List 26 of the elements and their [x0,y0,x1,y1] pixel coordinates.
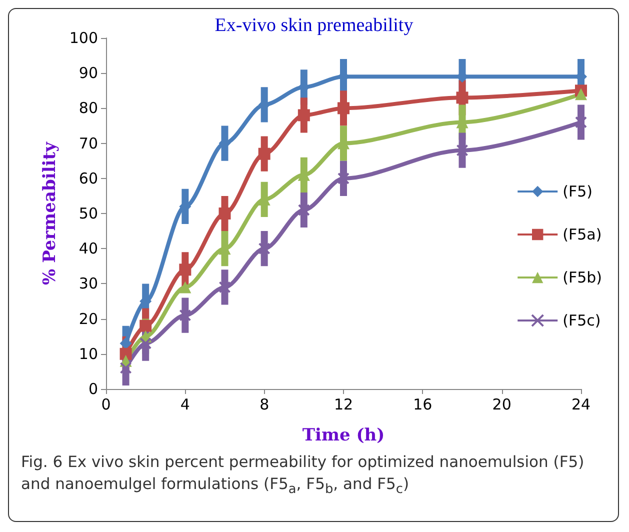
y-tick-label: 30 [78,274,98,293]
x-axis-title: Time (h) [302,426,385,446]
x-tick-label: 4 [180,396,190,414]
y-tick-label: 80 [78,99,98,118]
y-tick-label: 20 [78,310,98,328]
y-tick-label: 90 [78,64,98,82]
legend-label: (F5c) [562,312,601,330]
y-tick-label: 70 [78,134,98,152]
x-tick-label: 8 [260,396,270,414]
x-tick-label: 0 [101,396,111,414]
y-tick-label: 10 [78,344,98,363]
y-axis-title: % Permeability [40,140,60,285]
legend-label: (F5a) [562,226,602,244]
x-tick-label: 24 [571,396,591,414]
x-tick-label: 20 [492,396,512,414]
x-tick-label: 12 [334,396,354,414]
y-tick-label: 0 [88,380,98,398]
legend-label: (F5) [562,182,592,200]
y-tick-label: 60 [78,169,98,188]
chart-title: Ex-vivo skin premeability [214,15,414,36]
y-tick-label: 40 [78,240,98,258]
y-tick-label: 50 [78,204,98,222]
x-tick-label: 16 [413,396,432,414]
legend-label: (F5b) [562,268,602,286]
y-tick-label: 100 [69,29,98,47]
caption: Fig. 6 Ex vivo skin percent permeability for optimized nanoemulsion (F5) and nanoemulgel formulations (F5$_{a}$, F5$_{b}$, and F5$_{c}$) [20,452,586,500]
